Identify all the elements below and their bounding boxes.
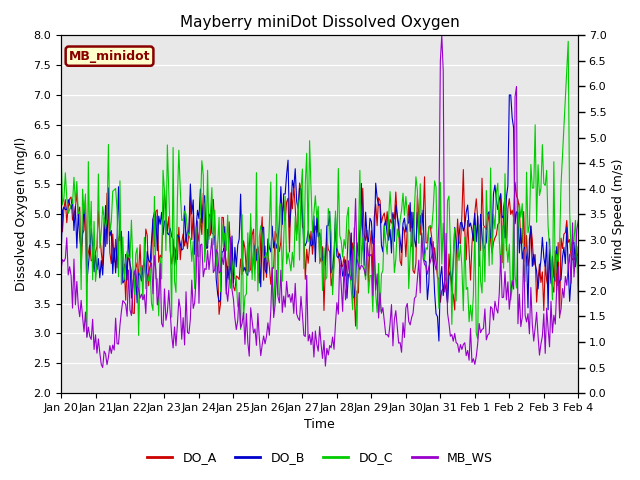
Line: DO_B: DO_B (61, 95, 579, 341)
Line: DO_A: DO_A (61, 169, 579, 326)
Line: DO_C: DO_C (61, 41, 579, 339)
Y-axis label: Wind Speed (m/s): Wind Speed (m/s) (612, 158, 625, 270)
Line: MB_WS: MB_WS (61, 36, 579, 368)
Legend: DO_A, DO_B, DO_C, MB_WS: DO_A, DO_B, DO_C, MB_WS (142, 446, 498, 469)
Y-axis label: Dissolved Oxygen (mg/l): Dissolved Oxygen (mg/l) (15, 137, 28, 291)
X-axis label: Time: Time (304, 419, 335, 432)
Text: MB_minidot: MB_minidot (68, 49, 150, 63)
Title: Mayberry miniDot Dissolved Oxygen: Mayberry miniDot Dissolved Oxygen (180, 15, 460, 30)
